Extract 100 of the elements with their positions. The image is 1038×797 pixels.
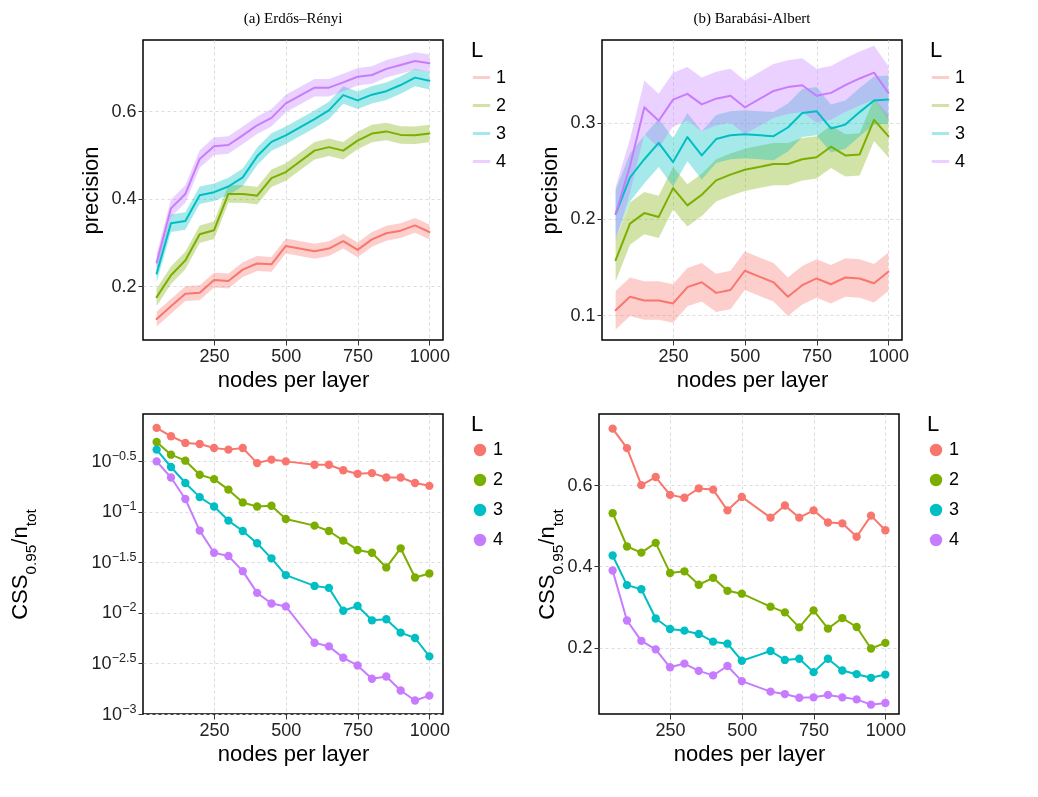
point [396,686,405,695]
point [780,655,790,665]
point [267,554,276,563]
x-axis-title: nodes per layer [676,366,829,392]
point [780,501,790,510]
point [637,585,646,594]
point [737,676,747,686]
point [608,509,617,518]
point [737,589,747,598]
x-tick-label: 500 [727,719,758,740]
point [396,473,405,482]
point [665,490,675,500]
point [766,602,775,611]
y-tick-label: 0.2 [567,637,593,658]
point [780,608,790,617]
line-series [614,71,890,216]
text: 3 [493,499,504,519]
x-tick-label: 1000 [409,719,450,740]
point [152,437,161,447]
point [353,469,362,478]
text: 2 [949,469,960,489]
point [766,646,775,656]
point [224,445,233,454]
point [665,624,675,634]
legend-label: 3 [496,122,507,143]
point [252,458,262,468]
point [608,551,617,560]
text: 4 [493,529,504,549]
x-axis-title: nodes per layer [217,366,370,392]
point [708,485,718,494]
point [823,624,833,633]
point [622,542,632,551]
point [723,506,732,515]
point [410,696,420,705]
point [252,539,262,548]
point [425,481,434,491]
y-tick-label: 10$^{−2}$ [102,600,137,623]
point [622,443,632,453]
point [823,654,833,663]
point [238,566,247,576]
y-tick-label: 0.6 [567,474,593,495]
point [181,456,190,465]
point [195,526,204,535]
point [252,502,262,511]
point [252,588,262,598]
point [152,445,161,454]
point [766,513,775,522]
point [224,516,233,525]
y-axis-title: precision [537,146,563,235]
point [838,693,847,702]
point [281,570,291,580]
text: 1 [955,66,966,87]
point [324,583,334,593]
legend-label: 2 [955,94,966,115]
point [637,548,646,557]
point [209,548,219,557]
point [224,551,233,561]
point [637,636,646,645]
point [324,642,334,651]
point [209,443,219,453]
point [195,470,204,479]
point [396,628,405,637]
point [353,661,362,670]
point [410,573,420,582]
x-tick-label: 1000 [868,345,909,366]
point [852,695,861,704]
point [823,518,833,527]
x-tick-label: 750 [343,719,374,740]
legend-label: 4 [496,150,507,171]
x-tick-label: 1000 [409,345,450,366]
point [651,614,660,623]
point [166,432,176,441]
point [622,580,632,590]
legend-label: 4 [955,150,966,171]
y-tick-label: 10$^{−0.5}$ [91,448,137,471]
point [367,548,377,557]
text: 2 [493,469,504,489]
point [410,478,420,488]
point [181,494,190,504]
point [281,514,291,524]
point [267,501,276,510]
point [281,602,291,611]
point [680,493,689,502]
y-tick-label: 0.3 [570,112,596,133]
legend-label: 1 [493,439,504,459]
point [224,485,233,494]
point [195,492,204,502]
point [310,460,319,469]
point [723,586,732,595]
point [166,450,176,459]
point [310,581,319,591]
x-axis-title: nodes per layer [673,740,826,766]
point [852,532,861,541]
point [166,462,176,472]
point [809,667,818,677]
point [209,474,219,484]
point [353,601,362,611]
y-tick-label: 0.1 [570,304,596,325]
point [708,671,718,680]
point [382,473,391,482]
